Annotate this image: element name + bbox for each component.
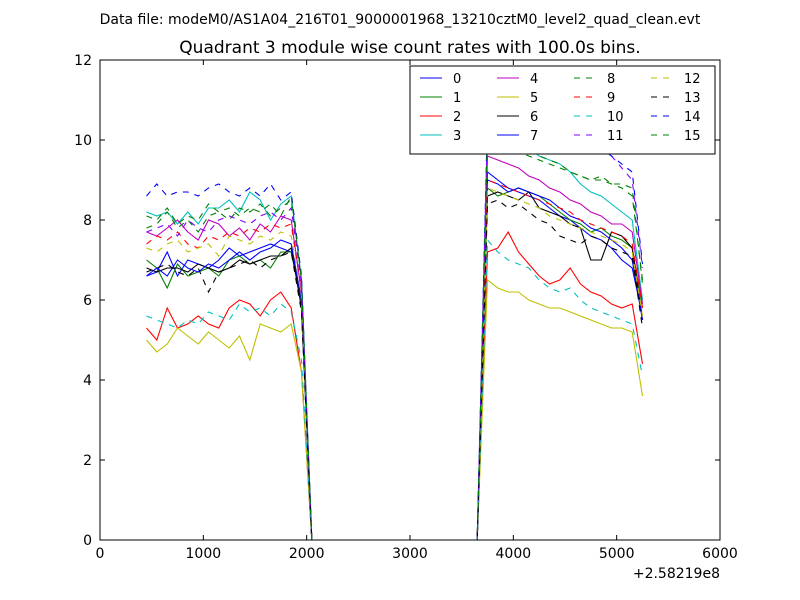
legend-label-2: 2	[453, 110, 461, 125]
x-tick-label: 1000	[186, 546, 222, 562]
legend-label-7: 7	[530, 129, 538, 144]
legend-label-15: 15	[684, 129, 701, 144]
suptitle: Data file: modeM0/AS1A04_216T01_90000019…	[100, 12, 701, 28]
legend-label-5: 5	[530, 91, 538, 106]
legend-frame	[409, 65, 716, 155]
y-tick-label: 10	[74, 133, 92, 149]
series-line-11	[146, 98, 644, 541]
y-tick-label: 2	[83, 453, 92, 469]
x-tick-label: 3000	[392, 546, 428, 562]
y-tick-label: 8	[83, 213, 92, 229]
x-tick-label: 2000	[289, 546, 325, 562]
legend-label-11: 11	[607, 129, 624, 144]
chart-title: Quadrant 3 module wise count rates with …	[179, 38, 640, 58]
y-tick-label: 0	[83, 533, 92, 549]
legend-label-8: 8	[607, 72, 615, 87]
series-line-9	[146, 179, 644, 541]
legend-label-13: 13	[684, 91, 701, 106]
y-tick-label: 6	[83, 293, 92, 309]
y-tick-label: 4	[83, 373, 92, 389]
legend-label-14: 14	[684, 110, 701, 125]
legend-label-4: 4	[530, 72, 538, 87]
x-axis: 0 1000 2000 3000 4000 5000 6000	[96, 60, 738, 562]
legend-label-3: 3	[453, 129, 461, 144]
x-tick-label: 4000	[496, 546, 532, 562]
legend-label-10: 10	[607, 110, 624, 125]
series-line-13	[146, 199, 644, 541]
x-offset-label: +2.58219e8	[633, 566, 720, 582]
y-tick-label: 12	[74, 53, 92, 69]
legend-label-12: 12	[684, 72, 701, 87]
x-tick-label: 5000	[599, 546, 635, 562]
legend-label-9: 9	[607, 91, 615, 106]
x-tick-label: 6000	[702, 546, 738, 562]
legend-label-1: 1	[453, 91, 461, 106]
legend-label-6: 6	[530, 110, 538, 125]
legend-label-0: 0	[453, 72, 461, 87]
x-tick-label: 0	[96, 546, 105, 562]
